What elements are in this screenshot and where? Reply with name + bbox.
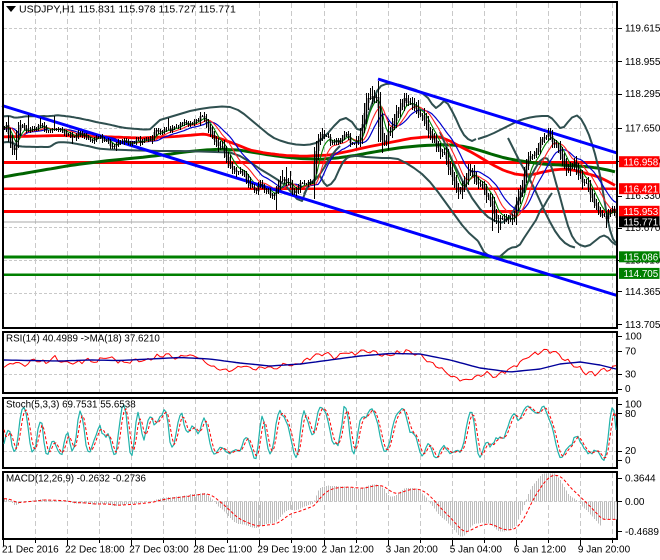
svg-text:29 Dec 19:00: 29 Dec 19:00 xyxy=(257,545,317,556)
svg-text:113.705: 113.705 xyxy=(625,320,660,331)
svg-text:117.650: 117.650 xyxy=(625,123,660,134)
svg-text:100: 100 xyxy=(625,399,642,410)
svg-text:22 Dec 18:00: 22 Dec 18:00 xyxy=(65,545,125,556)
svg-text:9 Jan 20:00: 9 Jan 20:00 xyxy=(578,545,631,556)
svg-text:114.705: 114.705 xyxy=(624,269,659,280)
svg-text:115.086: 115.086 xyxy=(624,252,659,263)
svg-text:70: 70 xyxy=(625,346,637,357)
svg-text:116.330: 116.330 xyxy=(625,191,660,202)
svg-text:USDJPY,H1 115.831 115.978 115: USDJPY,H1 115.831 115.978 115.727 115.77… xyxy=(19,4,236,16)
svg-text:0: 0 xyxy=(625,384,631,395)
svg-text:115.953: 115.953 xyxy=(624,207,659,218)
svg-text:3 Jan 20:00: 3 Jan 20:00 xyxy=(386,545,439,556)
svg-text:2 Jan 12:00: 2 Jan 12:00 xyxy=(322,545,375,556)
svg-text:30: 30 xyxy=(625,369,637,380)
svg-text:118.955: 118.955 xyxy=(625,57,660,68)
svg-text:0.00: 0.00 xyxy=(625,497,645,508)
svg-text:RSI(14) 40.4989 ->MA(18) 37.6: RSI(14) 40.4989 ->MA(18) 37.6210 xyxy=(6,334,160,345)
svg-text:116.421: 116.421 xyxy=(624,184,659,195)
svg-text:0: 0 xyxy=(625,455,631,466)
svg-text:6 Jan 12:00: 6 Jan 12:00 xyxy=(514,545,567,556)
svg-text:115.771: 115.771 xyxy=(624,217,659,228)
svg-text:20: 20 xyxy=(625,446,637,457)
svg-text:118.295: 118.295 xyxy=(625,89,660,100)
svg-text:5 Jan 04:00: 5 Jan 04:00 xyxy=(450,545,503,556)
svg-text:80: 80 xyxy=(625,409,637,420)
svg-text:115.670: 115.670 xyxy=(625,223,660,234)
svg-text:28 Dec 11:00: 28 Dec 11:00 xyxy=(193,545,252,556)
svg-text:Stoch(5,3,3) 69.7531 55.6538: Stoch(5,3,3) 69.7531 55.6538 xyxy=(6,400,136,411)
svg-text:-0.4689: -0.4689 xyxy=(625,527,659,538)
svg-text:MACD(12,26,9) -0.2632 -0.2736: MACD(12,26,9) -0.2632 -0.2736 xyxy=(6,474,147,485)
svg-text:100: 100 xyxy=(625,331,642,342)
svg-text:119.615: 119.615 xyxy=(625,24,660,35)
svg-text:0.3644: 0.3644 xyxy=(625,473,656,484)
svg-text:116.958: 116.958 xyxy=(624,157,659,168)
svg-text:114.365: 114.365 xyxy=(625,287,660,298)
svg-text:27 Dec 03:00: 27 Dec 03:00 xyxy=(129,545,189,556)
svg-text:21 Dec 2016: 21 Dec 2016 xyxy=(2,545,59,556)
